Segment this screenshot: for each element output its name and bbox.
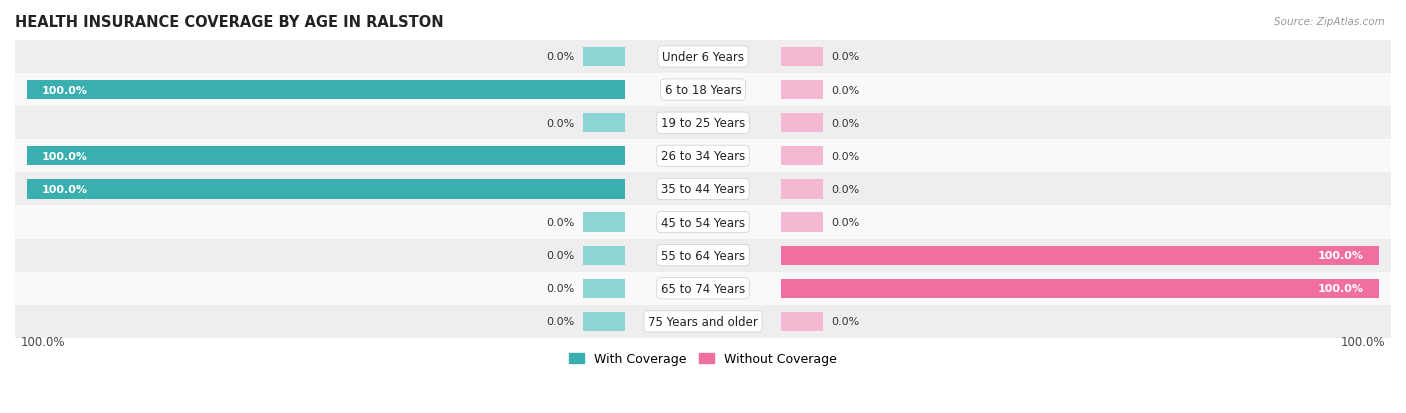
Text: Source: ZipAtlas.com: Source: ZipAtlas.com	[1274, 17, 1385, 26]
Bar	[583, 48, 626, 67]
Text: 100.0%: 100.0%	[42, 152, 89, 161]
Bar	[15, 206, 1391, 239]
Bar	[780, 147, 823, 166]
Bar	[27, 81, 626, 100]
Text: 0.0%: 0.0%	[831, 119, 860, 128]
Text: 45 to 54 Years: 45 to 54 Years	[661, 216, 745, 229]
Text: 0.0%: 0.0%	[831, 85, 860, 95]
Bar	[583, 213, 626, 232]
Text: 0.0%: 0.0%	[831, 152, 860, 161]
Text: 0.0%: 0.0%	[546, 218, 575, 228]
Bar	[15, 239, 1391, 272]
Bar	[27, 180, 626, 199]
Bar	[583, 312, 626, 331]
Bar	[780, 114, 823, 133]
Bar	[15, 305, 1391, 338]
Text: 55 to 64 Years: 55 to 64 Years	[661, 249, 745, 262]
Text: 100.0%: 100.0%	[42, 185, 89, 195]
Text: 0.0%: 0.0%	[831, 317, 860, 327]
Text: 75 Years and older: 75 Years and older	[648, 315, 758, 328]
Bar	[15, 272, 1391, 305]
Text: 0.0%: 0.0%	[546, 119, 575, 128]
Text: 35 to 44 Years: 35 to 44 Years	[661, 183, 745, 196]
Text: 100.0%: 100.0%	[1340, 336, 1385, 349]
Bar	[780, 81, 823, 100]
Bar	[780, 279, 1379, 298]
Legend: With Coverage, Without Coverage: With Coverage, Without Coverage	[564, 348, 842, 370]
Text: 65 to 74 Years: 65 to 74 Years	[661, 282, 745, 295]
Bar	[780, 246, 1379, 265]
Text: 19 to 25 Years: 19 to 25 Years	[661, 117, 745, 130]
Text: 0.0%: 0.0%	[546, 52, 575, 62]
Bar	[15, 173, 1391, 206]
Bar	[583, 279, 626, 298]
Text: 100.0%: 100.0%	[1317, 251, 1364, 261]
Bar	[583, 246, 626, 265]
Bar	[15, 107, 1391, 140]
Bar	[15, 140, 1391, 173]
Text: 0.0%: 0.0%	[831, 52, 860, 62]
Text: 6 to 18 Years: 6 to 18 Years	[665, 84, 741, 97]
Text: 0.0%: 0.0%	[546, 284, 575, 294]
Bar	[27, 147, 626, 166]
Bar	[780, 213, 823, 232]
Text: 0.0%: 0.0%	[831, 218, 860, 228]
Text: 100.0%: 100.0%	[42, 85, 89, 95]
Bar	[780, 48, 823, 67]
Bar	[780, 180, 823, 199]
Text: 100.0%: 100.0%	[21, 336, 66, 349]
Bar	[583, 114, 626, 133]
Text: 100.0%: 100.0%	[1317, 284, 1364, 294]
Text: Under 6 Years: Under 6 Years	[662, 51, 744, 64]
Bar	[780, 312, 823, 331]
Text: 0.0%: 0.0%	[831, 185, 860, 195]
Text: 0.0%: 0.0%	[546, 317, 575, 327]
Bar	[15, 41, 1391, 74]
Text: 0.0%: 0.0%	[546, 251, 575, 261]
Text: 26 to 34 Years: 26 to 34 Years	[661, 150, 745, 163]
Text: HEALTH INSURANCE COVERAGE BY AGE IN RALSTON: HEALTH INSURANCE COVERAGE BY AGE IN RALS…	[15, 15, 444, 30]
Bar	[15, 74, 1391, 107]
